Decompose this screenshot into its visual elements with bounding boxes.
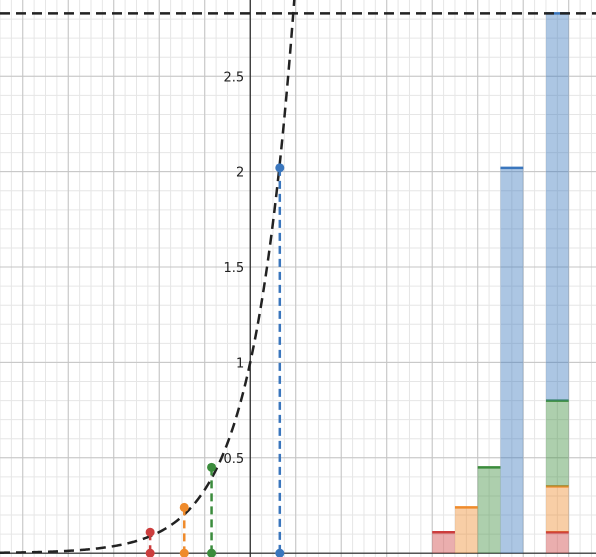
y-tick-label: 2.5 xyxy=(224,70,245,85)
y-tick-label: 1 xyxy=(236,356,244,371)
curve-path xyxy=(0,0,296,554)
bar-segment xyxy=(477,467,501,554)
tick-labels: -4-202460.511.522.5 xyxy=(224,70,245,467)
marker-point xyxy=(145,527,155,537)
marker-base-point xyxy=(275,548,285,557)
marker-point xyxy=(179,502,189,512)
bar-segment xyxy=(545,13,569,401)
bar-segment xyxy=(545,532,569,554)
marker-base-point xyxy=(179,548,189,557)
marker-base-point xyxy=(145,548,155,557)
bar-segment xyxy=(545,400,569,487)
bar-segment xyxy=(432,532,455,554)
marker-point xyxy=(207,462,217,472)
y-tick-label: 0.5 xyxy=(224,452,245,467)
y-tick-label: 1.5 xyxy=(224,261,245,276)
y-tick-label: 2 xyxy=(236,166,244,181)
bar-segment xyxy=(545,486,569,533)
marker-base-point xyxy=(207,548,217,557)
bar-segment xyxy=(500,167,524,554)
bar-segment xyxy=(454,507,478,554)
marker-point xyxy=(275,163,285,173)
markers xyxy=(145,163,285,557)
